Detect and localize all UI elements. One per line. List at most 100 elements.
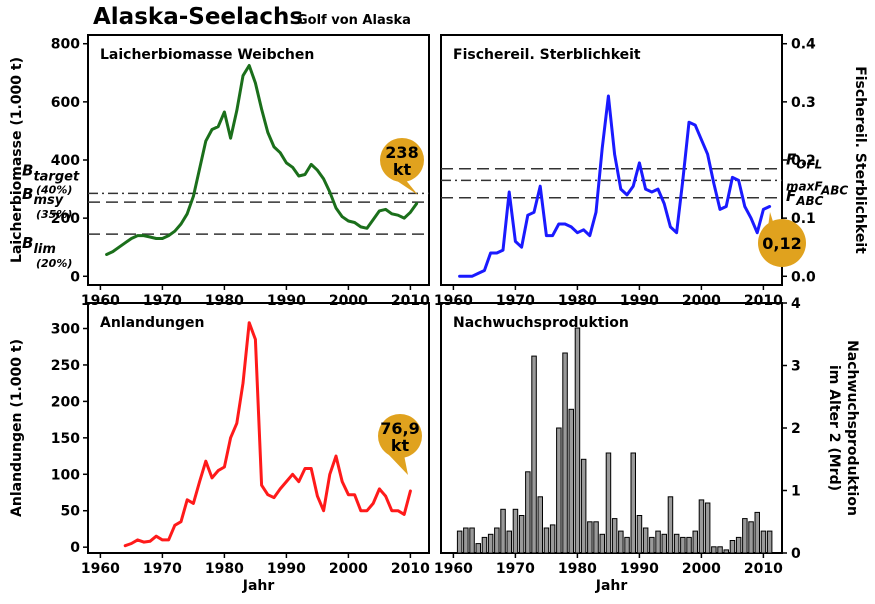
data-point xyxy=(749,216,753,220)
data-point xyxy=(285,480,288,483)
bar xyxy=(456,530,463,554)
data-point xyxy=(650,190,653,194)
ref-symbol: B xyxy=(22,234,33,252)
ref-label-note: (20%) xyxy=(36,257,72,270)
y-tick-label-4: 2 xyxy=(791,421,801,437)
x-axis-label-4: Jahr xyxy=(595,578,628,594)
data-point xyxy=(390,212,393,215)
data-point xyxy=(390,509,393,512)
data-point xyxy=(706,153,709,156)
data-point xyxy=(532,211,536,214)
data-point xyxy=(501,248,505,252)
data-point xyxy=(470,275,474,278)
bar xyxy=(506,530,512,554)
data-point xyxy=(613,153,616,156)
data-point xyxy=(279,487,282,491)
bar xyxy=(574,327,581,554)
panel-title-2: Fischereil. Sterblichkeit xyxy=(453,47,641,63)
ref-subscript: ABC xyxy=(820,183,848,197)
data-point xyxy=(396,509,400,512)
x-tick-label-4: 1970 xyxy=(496,561,535,577)
data-point xyxy=(192,195,195,198)
x-tick-label-3: 1960 xyxy=(81,561,120,577)
data-point xyxy=(396,214,400,217)
ref-label-b-target: Btarget(40%) xyxy=(22,161,80,196)
x-tick-label-4: 1960 xyxy=(434,561,473,577)
data-point xyxy=(235,422,238,425)
y-tick-label-4: 3 xyxy=(791,359,801,375)
data-point xyxy=(186,212,189,215)
data-point xyxy=(632,185,635,188)
badge-value: 238 xyxy=(385,143,418,162)
data-point xyxy=(644,187,647,191)
y-tick-label-3: 50 xyxy=(61,504,81,520)
data-point xyxy=(316,169,319,172)
data-point xyxy=(279,151,282,154)
data-point xyxy=(526,214,529,217)
y-tick-label-3: 250 xyxy=(51,358,80,374)
data-point xyxy=(359,225,362,229)
data-point xyxy=(130,237,133,240)
data-point xyxy=(186,498,189,501)
y-tick-label-4: 0 xyxy=(791,546,801,562)
series-line-2 xyxy=(458,94,772,278)
bar xyxy=(556,427,562,554)
data-point xyxy=(681,179,684,182)
bar xyxy=(642,527,649,554)
badge-value: 76,9 xyxy=(380,419,419,438)
y-tick-label-2: 0.3 xyxy=(791,95,816,111)
data-point xyxy=(743,205,746,208)
data-point xyxy=(731,176,734,179)
figure-subtitle: Golf von Alaska xyxy=(297,13,411,28)
ref-subscript: ABC xyxy=(795,194,823,208)
data-point xyxy=(198,480,201,483)
bar xyxy=(704,502,711,554)
data-point xyxy=(700,138,703,141)
data-point xyxy=(229,137,232,140)
data-point xyxy=(310,467,313,470)
y-tick-label-3: 100 xyxy=(51,467,80,483)
data-point xyxy=(712,182,715,185)
data-point xyxy=(254,81,257,85)
bar xyxy=(760,530,767,554)
data-point xyxy=(415,202,418,205)
data-point xyxy=(563,222,567,226)
x-tick-label-1: 1980 xyxy=(205,293,244,309)
bar xyxy=(543,527,550,554)
data-point xyxy=(210,128,214,131)
bar xyxy=(649,536,655,554)
data-point xyxy=(272,145,276,149)
bar xyxy=(692,530,698,554)
bar xyxy=(735,536,742,554)
data-point xyxy=(347,219,350,223)
data-point xyxy=(551,234,554,237)
data-point xyxy=(241,74,245,77)
data-point xyxy=(223,110,226,114)
bar xyxy=(500,508,506,554)
data-point xyxy=(291,473,294,476)
data-point xyxy=(124,241,127,244)
data-point xyxy=(297,174,300,178)
x-tick-label-3: 2000 xyxy=(329,561,368,577)
data-point xyxy=(167,234,170,237)
bar xyxy=(636,515,643,554)
ref-subscript: target xyxy=(33,169,80,184)
data-point xyxy=(161,538,164,542)
ref-symbol: B xyxy=(22,161,33,179)
data-point xyxy=(179,222,183,226)
bar xyxy=(469,527,475,554)
panel-frame-2 xyxy=(440,34,783,286)
bar xyxy=(580,458,587,554)
badge-circle xyxy=(380,138,424,182)
bar xyxy=(463,527,469,554)
x-tick-label-2: 1990 xyxy=(620,293,659,309)
data-point xyxy=(687,121,691,124)
y-tick-label-1: 200 xyxy=(51,211,80,227)
ref-label-maxf-abc: maxFABC xyxy=(786,179,848,197)
y-tick-label-3: 0 xyxy=(70,540,80,556)
data-point xyxy=(136,234,139,237)
ref-label-text: Bmsy xyxy=(22,185,64,208)
data-point xyxy=(297,480,300,483)
data-point xyxy=(409,211,412,214)
